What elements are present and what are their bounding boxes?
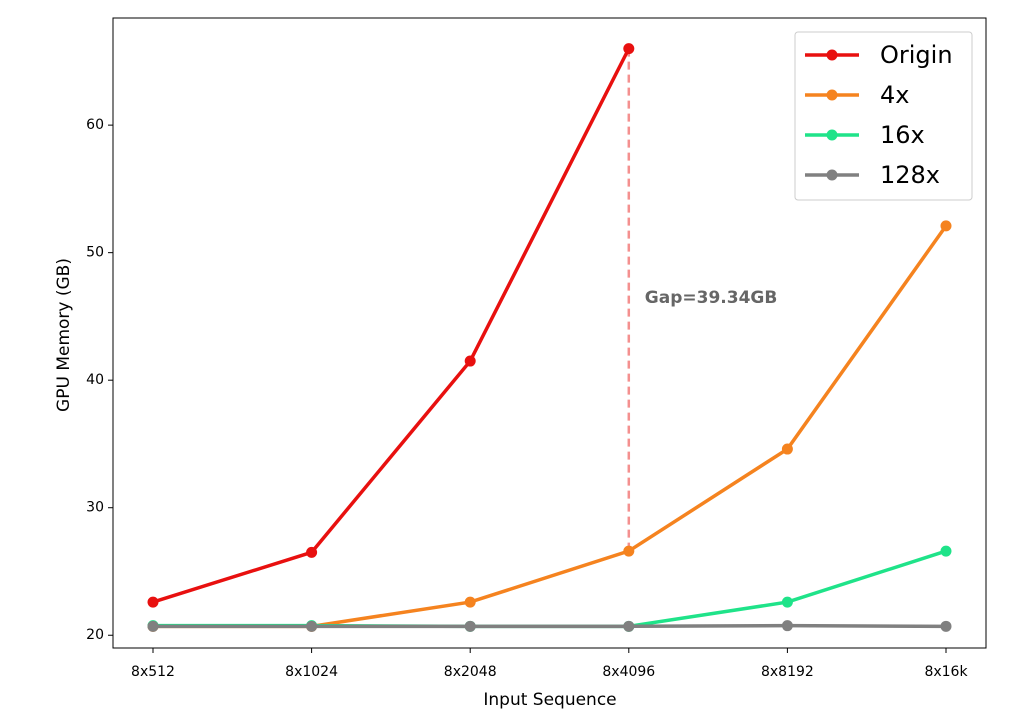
point xyxy=(781,596,793,608)
legend-marker xyxy=(826,129,838,141)
point xyxy=(147,596,159,608)
x-tick-label: 8x2048 xyxy=(444,664,497,680)
point xyxy=(147,620,159,632)
legend-label: 16x xyxy=(880,121,925,149)
point xyxy=(306,546,318,558)
point xyxy=(781,620,793,632)
legend-marker xyxy=(826,169,838,181)
point xyxy=(464,596,476,608)
legend-label: Origin xyxy=(880,41,953,69)
y-tick-label: 30 xyxy=(86,500,104,516)
y-tick-label: 40 xyxy=(86,372,104,388)
legend-label: 128x xyxy=(880,161,940,189)
x-tick-label: 8x4096 xyxy=(602,664,655,680)
plot-frame xyxy=(112,17,987,649)
annotation: Gap=39.34GB xyxy=(645,288,778,308)
point xyxy=(940,220,952,232)
series-line xyxy=(152,47,631,604)
point xyxy=(306,620,318,632)
point xyxy=(623,545,635,557)
y-tick-label: 60 xyxy=(86,117,104,133)
point xyxy=(623,620,635,632)
point xyxy=(464,620,476,632)
y-axis-label: GPU Memory (GB) xyxy=(54,258,74,412)
series-line xyxy=(153,623,947,629)
legend-marker xyxy=(826,49,838,61)
point xyxy=(623,43,635,55)
x-tick-label: 8x8192 xyxy=(761,664,814,680)
point xyxy=(464,355,476,367)
x-tick-label: 8x512 xyxy=(131,664,175,680)
legend-label: 4x xyxy=(880,81,909,109)
point xyxy=(940,545,952,557)
y-tick-label: 50 xyxy=(86,245,104,261)
point xyxy=(781,443,793,455)
point xyxy=(940,620,952,632)
legend-box xyxy=(794,31,973,201)
y-tick-label: 20 xyxy=(86,627,104,643)
x-axis-label: Input Sequence xyxy=(483,690,616,710)
x-tick-label: 8x16k xyxy=(924,664,968,680)
x-tick-label: 8x1024 xyxy=(285,664,338,680)
legend-marker xyxy=(826,89,838,101)
